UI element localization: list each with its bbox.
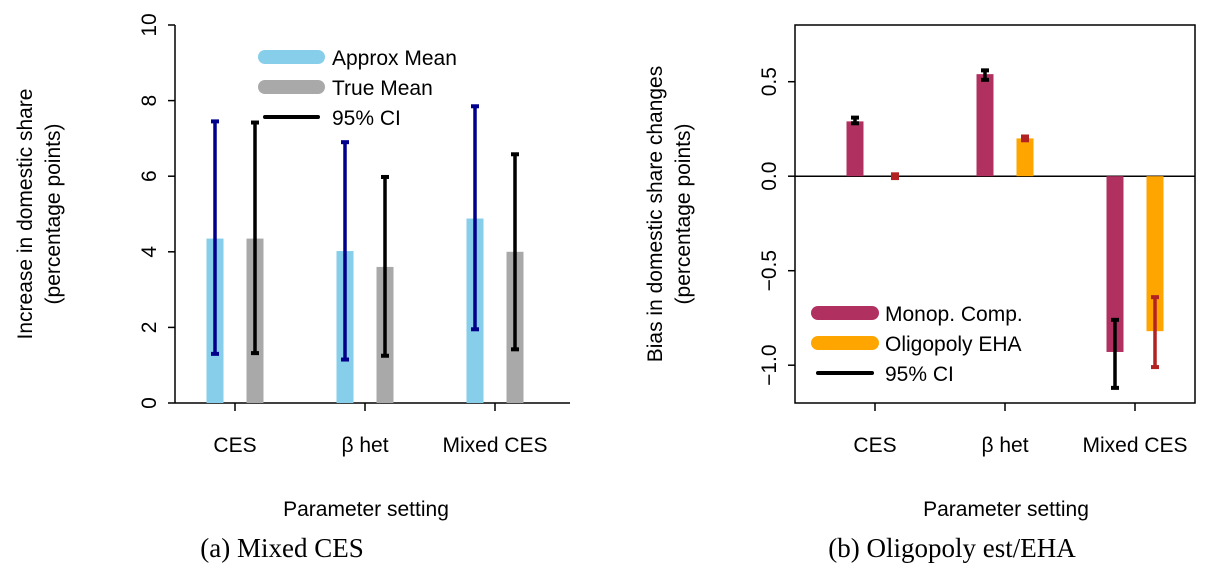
- y-tick-label: 6: [138, 170, 161, 182]
- panel-b-bars: [846, 68, 1164, 390]
- caption-a: (a) Mixed CES: [200, 533, 363, 563]
- x-tick-label-mixed-ces: Mixed CES: [1082, 434, 1187, 457]
- y-tick-label: 0: [138, 397, 161, 409]
- panel-a-y-axis-label-units: (percentage points): [42, 124, 65, 305]
- bar-monop-comp-ces: [846, 121, 864, 177]
- panel-b-y-ticks: −1.0 −0.5 0.0 0.5: [758, 67, 795, 386]
- panel-b-x-ticks: CES β het Mixed CES: [853, 403, 1188, 457]
- y-tick-label: 2: [138, 322, 161, 334]
- legend-a-label-true-mean: True Mean: [332, 77, 433, 100]
- panel-a-legend: Approx Mean True Mean 95% CI: [258, 47, 457, 130]
- panel-a-bars: [206, 104, 524, 403]
- panel-b-legend: Monop. Comp. Oligopoly EHA 95% CI: [811, 303, 1023, 386]
- panel-a-y-ticks: 0 2 4 6 8 10: [138, 13, 175, 409]
- legend-a-label-approx-mean: Approx Mean: [332, 47, 457, 70]
- bar-oligopoly-eha-mixed-ces: [1146, 176, 1164, 332]
- legend-b-label-oligopoly-eha: Oligopoly EHA: [885, 333, 1022, 356]
- x-tick-label-het: β het: [981, 434, 1028, 457]
- panel-b: −1.0 −0.5 0.0 0.5 CES β het Mixed CES Monop. …: [644, 24, 1196, 563]
- legend-b-label-monop-comp: Monop. Comp.: [885, 303, 1023, 326]
- x-tick-label-mixed-ces: Mixed CES: [442, 434, 547, 457]
- x-tick-label-ces: CES: [853, 434, 896, 457]
- panel-a-x-ticks: CES β het Mixed CES: [213, 403, 548, 457]
- y-tick-label: 0.5: [758, 67, 781, 96]
- x-tick-label-ces: CES: [213, 434, 256, 457]
- y-tick-label: 8: [138, 95, 161, 107]
- y-tick-label: −1.0: [758, 344, 781, 385]
- bar-oligopoly-eha-het: [1016, 138, 1034, 177]
- panel-a-x-axis-label: Parameter setting: [283, 498, 449, 521]
- y-tick-label: 0.0: [758, 162, 781, 191]
- y-tick-label: −0.5: [758, 250, 781, 291]
- panel-b-plot-box: [794, 24, 1196, 404]
- legend-b-label-ci: 95% CI: [885, 363, 954, 386]
- bar-monop-comp-mixed-ces: [1106, 176, 1124, 352]
- y-tick-label: 10: [138, 13, 161, 36]
- panel-b-x-axis-label: Parameter setting: [923, 498, 1089, 521]
- panel-a-y-axis-label: Increase in domestic share: [14, 89, 37, 340]
- panel-b-y-axis-label: Bias in domestic share changes: [644, 66, 667, 363]
- caption-b: (b) Oligopoly est/EHA: [828, 533, 1076, 563]
- y-tick-label: 4: [138, 246, 161, 258]
- x-tick-label-het: β het: [341, 434, 388, 457]
- panel-b-y-axis-label-units: (percentage points): [672, 124, 695, 305]
- legend-a-label-ci: 95% CI: [332, 107, 401, 130]
- bar-monop-comp-het: [976, 74, 994, 177]
- panel-a: 0 2 4 6 8 10 CES β het Mixed CES Approx Mean Tr…: [14, 13, 570, 563]
